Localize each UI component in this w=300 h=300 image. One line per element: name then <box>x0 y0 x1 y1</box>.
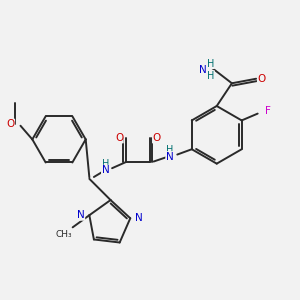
Text: CH₃: CH₃ <box>55 230 72 239</box>
Text: H: H <box>207 58 214 69</box>
Text: N: N <box>199 64 207 75</box>
Text: O: O <box>115 133 123 143</box>
Text: N: N <box>101 165 109 175</box>
Text: O: O <box>257 74 266 84</box>
Text: F: F <box>265 106 271 116</box>
Text: N: N <box>135 213 143 223</box>
Text: O: O <box>152 133 161 143</box>
Text: H: H <box>166 145 173 155</box>
Text: O: O <box>6 119 15 129</box>
Text: H: H <box>102 159 109 169</box>
Text: N: N <box>166 152 174 162</box>
Text: N: N <box>77 210 85 220</box>
Text: H: H <box>207 71 214 81</box>
